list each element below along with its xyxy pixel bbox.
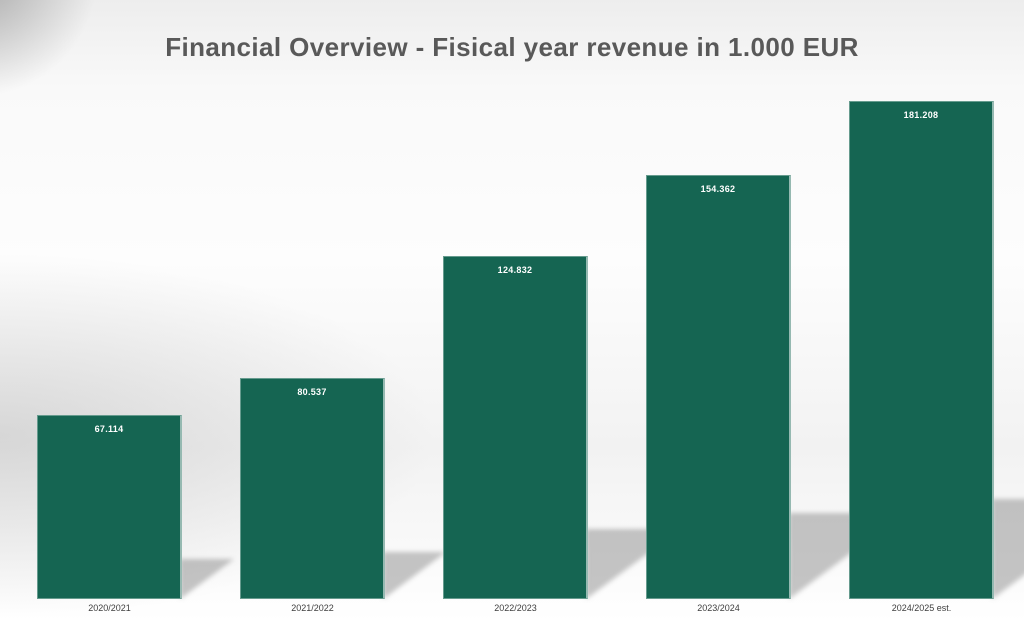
bar-shadow [180, 559, 234, 599]
bar-value-label: 181.208 [903, 110, 939, 120]
bar-value-label: 124.832 [497, 265, 533, 275]
bar-2022/2023: 124.832 [443, 256, 588, 599]
bar-2024/2025 est.: 181.208 [849, 101, 994, 599]
bar-value-label: 67.114 [94, 424, 124, 434]
category-label: 2020/2021 [88, 603, 131, 613]
category-label: 2024/2025 est. [891, 603, 952, 613]
bar-2023/2024: 154.362 [646, 175, 791, 599]
bar-shadow [992, 499, 1024, 599]
category-label: 2023/2024 [697, 603, 740, 613]
bar-value-label: 154.362 [700, 184, 736, 194]
chart-title: Financial Overview - Fisical year revenu… [165, 32, 859, 62]
bar-value-label: 80.537 [297, 387, 327, 397]
category-label: 2021/2022 [291, 603, 334, 613]
bar-shadow [383, 552, 446, 599]
bar-2021/2022: 80.537 [240, 378, 385, 599]
category-label: 2022/2023 [494, 603, 537, 613]
bar-2020/2021: 67.114 [37, 415, 182, 599]
